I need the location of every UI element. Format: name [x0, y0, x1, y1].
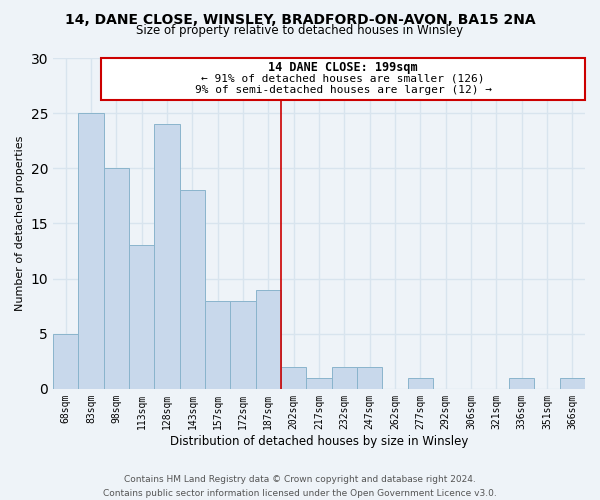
X-axis label: Distribution of detached houses by size in Winsley: Distribution of detached houses by size …	[170, 434, 468, 448]
Text: 14, DANE CLOSE, WINSLEY, BRADFORD-ON-AVON, BA15 2NA: 14, DANE CLOSE, WINSLEY, BRADFORD-ON-AVO…	[65, 12, 535, 26]
Bar	[560, 378, 585, 389]
Bar	[230, 300, 256, 389]
Bar	[256, 290, 281, 389]
Bar	[307, 378, 332, 389]
Bar	[205, 300, 230, 389]
Bar	[407, 378, 433, 389]
Bar	[179, 190, 205, 389]
Y-axis label: Number of detached properties: Number of detached properties	[15, 136, 25, 311]
Bar	[357, 367, 382, 389]
Bar	[509, 378, 535, 389]
Text: 9% of semi-detached houses are larger (12) →: 9% of semi-detached houses are larger (1…	[194, 86, 491, 96]
Bar	[104, 168, 129, 389]
Text: Contains HM Land Registry data © Crown copyright and database right 2024.
Contai: Contains HM Land Registry data © Crown c…	[103, 476, 497, 498]
Bar	[154, 124, 179, 389]
Bar	[281, 367, 307, 389]
Text: 14 DANE CLOSE: 199sqm: 14 DANE CLOSE: 199sqm	[268, 61, 418, 74]
Bar	[332, 367, 357, 389]
Bar	[53, 334, 79, 389]
Text: Size of property relative to detached houses in Winsley: Size of property relative to detached ho…	[136, 24, 464, 37]
FancyBboxPatch shape	[101, 58, 585, 100]
Bar	[129, 246, 154, 389]
Text: ← 91% of detached houses are smaller (126): ← 91% of detached houses are smaller (12…	[202, 74, 485, 84]
Bar	[79, 113, 104, 389]
